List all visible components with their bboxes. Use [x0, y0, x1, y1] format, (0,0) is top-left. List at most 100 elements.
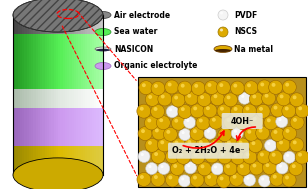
Polygon shape	[18, 89, 20, 108]
FancyArrowPatch shape	[183, 131, 224, 148]
Polygon shape	[101, 15, 103, 34]
Circle shape	[174, 119, 178, 123]
Polygon shape	[56, 89, 58, 108]
Polygon shape	[42, 15, 44, 34]
Polygon shape	[76, 146, 78, 175]
Circle shape	[217, 81, 230, 94]
Circle shape	[212, 118, 216, 122]
Circle shape	[260, 83, 264, 86]
Polygon shape	[85, 15, 87, 34]
Polygon shape	[13, 89, 15, 108]
Polygon shape	[22, 146, 24, 175]
Text: PVDF: PVDF	[234, 11, 257, 19]
Circle shape	[158, 163, 170, 174]
Circle shape	[265, 139, 277, 151]
Circle shape	[196, 138, 210, 152]
Circle shape	[226, 164, 230, 168]
Polygon shape	[80, 34, 83, 89]
Polygon shape	[24, 15, 26, 34]
Polygon shape	[69, 15, 71, 34]
Polygon shape	[76, 89, 78, 108]
Polygon shape	[44, 108, 47, 146]
Circle shape	[198, 162, 212, 176]
Circle shape	[227, 95, 230, 99]
Polygon shape	[71, 89, 74, 108]
Circle shape	[138, 150, 150, 162]
Circle shape	[293, 95, 297, 99]
Circle shape	[219, 83, 223, 87]
Polygon shape	[58, 146, 60, 175]
Polygon shape	[33, 34, 35, 89]
Circle shape	[230, 81, 245, 95]
Circle shape	[262, 161, 277, 175]
Circle shape	[193, 129, 197, 133]
Polygon shape	[78, 15, 80, 34]
Polygon shape	[49, 34, 51, 89]
Circle shape	[260, 153, 264, 156]
Polygon shape	[31, 146, 33, 175]
Polygon shape	[56, 34, 58, 89]
Polygon shape	[51, 89, 54, 108]
Circle shape	[270, 172, 284, 186]
Polygon shape	[29, 108, 31, 146]
Polygon shape	[38, 108, 40, 146]
Polygon shape	[71, 34, 74, 89]
Circle shape	[187, 94, 191, 98]
Circle shape	[205, 81, 219, 94]
Circle shape	[213, 141, 217, 145]
Circle shape	[137, 172, 151, 186]
Polygon shape	[18, 146, 20, 175]
Polygon shape	[44, 15, 47, 34]
Polygon shape	[29, 89, 31, 108]
Circle shape	[220, 107, 224, 111]
Polygon shape	[56, 15, 58, 34]
Circle shape	[166, 106, 178, 118]
Circle shape	[175, 141, 178, 145]
Circle shape	[238, 118, 242, 122]
Circle shape	[285, 107, 289, 111]
Polygon shape	[47, 89, 49, 108]
Polygon shape	[35, 89, 38, 108]
Polygon shape	[33, 146, 35, 175]
Circle shape	[234, 130, 237, 133]
Polygon shape	[54, 15, 56, 34]
Polygon shape	[94, 146, 96, 175]
Circle shape	[154, 175, 158, 179]
Polygon shape	[31, 15, 33, 34]
Circle shape	[271, 127, 285, 141]
Polygon shape	[80, 108, 83, 146]
Polygon shape	[99, 108, 101, 146]
Polygon shape	[92, 146, 94, 175]
Text: Air electrode: Air electrode	[114, 11, 170, 19]
Circle shape	[204, 127, 216, 139]
Circle shape	[154, 84, 158, 88]
Circle shape	[199, 119, 203, 122]
Polygon shape	[69, 108, 71, 146]
Circle shape	[218, 27, 228, 37]
Polygon shape	[13, 108, 15, 146]
Polygon shape	[29, 34, 31, 89]
Circle shape	[276, 138, 290, 152]
FancyBboxPatch shape	[222, 113, 263, 129]
Polygon shape	[90, 108, 92, 146]
Polygon shape	[71, 146, 74, 175]
Polygon shape	[78, 146, 80, 175]
Circle shape	[271, 103, 285, 117]
Circle shape	[231, 127, 243, 139]
Circle shape	[293, 118, 297, 122]
Circle shape	[282, 104, 296, 118]
Circle shape	[187, 164, 190, 167]
Circle shape	[233, 84, 237, 88]
Circle shape	[197, 93, 211, 107]
Circle shape	[179, 175, 190, 187]
Polygon shape	[60, 146, 63, 175]
Text: NSCS: NSCS	[234, 28, 257, 36]
Circle shape	[264, 116, 278, 130]
Circle shape	[217, 174, 231, 188]
Polygon shape	[63, 146, 65, 175]
Polygon shape	[76, 15, 78, 34]
Polygon shape	[85, 146, 87, 175]
Circle shape	[276, 116, 288, 128]
Circle shape	[272, 83, 275, 87]
Polygon shape	[54, 34, 56, 89]
